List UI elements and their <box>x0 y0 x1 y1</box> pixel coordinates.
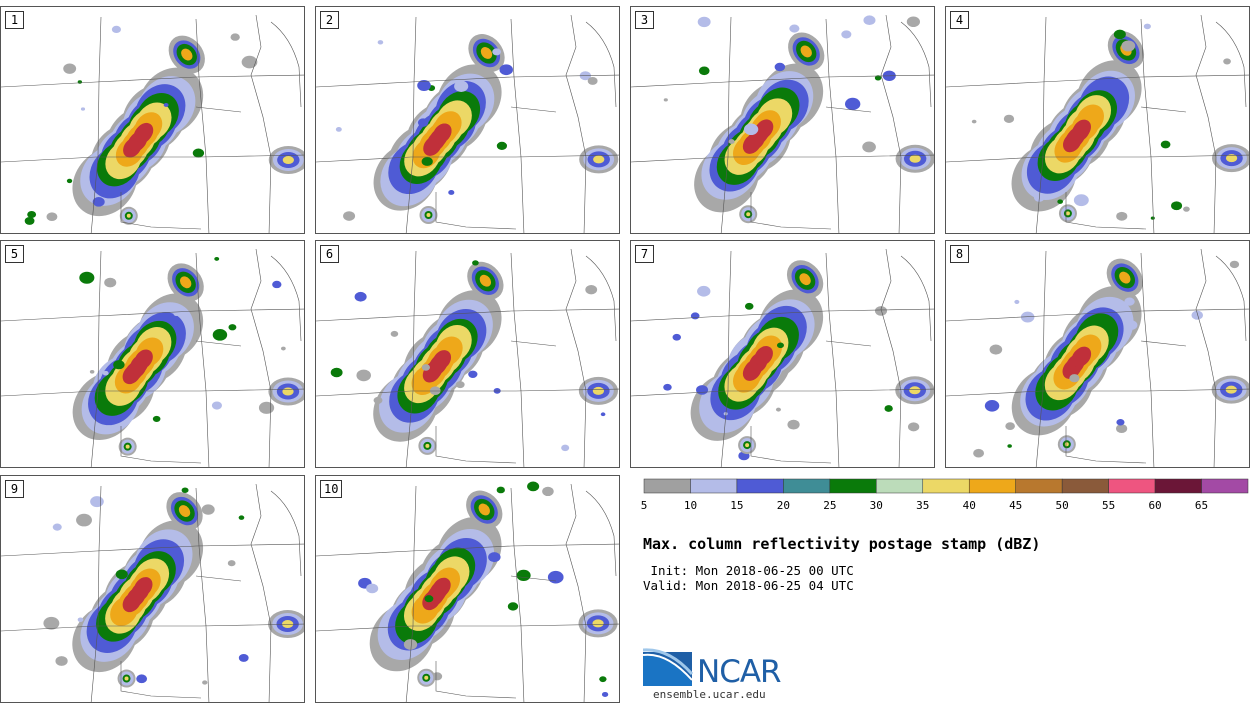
ensemble-member-panel: 8 <box>945 240 1250 468</box>
ensemble-member-panel: 10 <box>315 475 620 703</box>
reflectivity-map <box>1 14 304 233</box>
member-number-label: 3 <box>635 11 654 29</box>
reflectivity-map <box>316 248 619 467</box>
reflectivity-colorbar <box>643 478 1249 494</box>
colorbar-tick-label: 10 <box>683 499 698 512</box>
colorbar-tick-label: 45 <box>1009 499 1023 512</box>
colorbar-bin <box>690 478 738 494</box>
member-number-label: 10 <box>320 480 343 498</box>
colorbar-bin <box>1154 478 1202 494</box>
colorbar-tick-label: 35 <box>916 499 930 512</box>
member-number-label: 1 <box>5 11 24 29</box>
reflectivity-map <box>946 14 1249 233</box>
reflectivity-map <box>631 14 934 233</box>
member-number-label: 2 <box>320 11 339 29</box>
colorbar-tick-label: 40 <box>962 499 976 512</box>
member-number-label: 5 <box>5 245 24 263</box>
colorbar-tick-label: 55 <box>1101 499 1116 512</box>
colorbar-tick-label: 65 <box>1194 499 1209 512</box>
reflectivity-map <box>631 248 934 467</box>
valid-time: Valid: Mon 2018-06-25 04 UTC <box>643 578 854 593</box>
init-time: Init: Mon 2018-06-25 00 UTC <box>643 563 854 578</box>
ensemble-member-panel: 2 <box>315 6 620 234</box>
colorbar-bin <box>922 478 970 494</box>
colorbar-tick-label: 15 <box>730 499 744 512</box>
reflectivity-map <box>316 481 619 702</box>
colorbar-bin <box>1015 478 1063 494</box>
colorbar-bin <box>876 478 924 494</box>
colorbar-bin <box>736 478 784 494</box>
reflectivity-map <box>1 248 304 467</box>
colorbar-tick-label: 20 <box>776 499 790 512</box>
member-number-label: 6 <box>320 245 339 263</box>
colorbar-bin <box>783 478 831 494</box>
ensemble-member-panel: 3 <box>630 6 935 234</box>
colorbar-tick-label: 30 <box>869 499 883 512</box>
colorbar-tick-label: 25 <box>823 499 837 512</box>
member-number-label: 8 <box>950 245 969 263</box>
member-number-label: 7 <box>635 245 654 263</box>
ensemble-member-panel: 4 <box>945 6 1250 234</box>
colorbar-tick-label: 5 <box>640 499 648 512</box>
website-url[interactable]: ensemble.ucar.edu <box>653 688 766 701</box>
ensemble-member-panel: 6 <box>315 240 620 468</box>
ensemble-member-panel: 1 <box>0 6 305 234</box>
ensemble-member-panel: 7 <box>630 240 935 468</box>
member-number-label: 9 <box>5 480 24 498</box>
reflectivity-map <box>1 483 304 702</box>
colorbar-bin <box>643 478 691 494</box>
colorbar-bin <box>1061 478 1109 494</box>
ncar-wordmark: NCAR <box>697 654 782 690</box>
reflectivity-map <box>946 248 1249 467</box>
reflectivity-map <box>316 14 619 233</box>
colorbar-tick-label: 60 <box>1148 499 1162 512</box>
colorbar-tick-label: 50 <box>1055 499 1069 512</box>
colorbar-bin <box>1108 478 1156 494</box>
ensemble-member-panel: 5 <box>0 240 305 468</box>
colorbar-bin <box>968 478 1016 494</box>
figure-title: Max. column reflectivity postage stamp (… <box>643 535 1041 553</box>
colorbar-bin <box>1201 478 1249 494</box>
colorbar-bin <box>829 478 877 494</box>
ncar-logo-icon <box>643 648 694 686</box>
member-number-label: 4 <box>950 11 969 29</box>
ensemble-member-panel: 9 <box>0 475 305 703</box>
